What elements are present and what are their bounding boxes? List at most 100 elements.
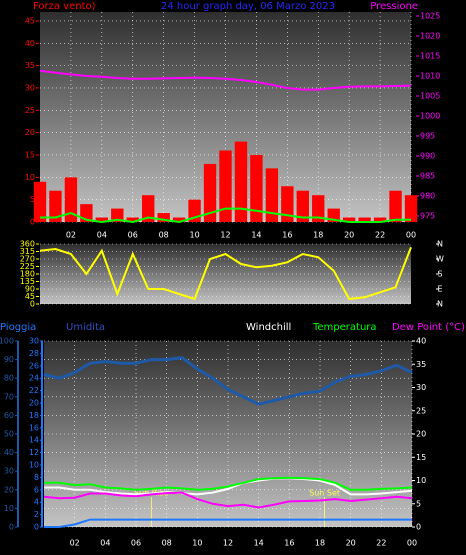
y-tick-label: 26 — [29, 361, 39, 370]
legend-pressure: Pressione — [370, 1, 418, 12]
y-tick-label: 990 — [420, 152, 435, 161]
y-tick-label: 50 — [4, 430, 14, 439]
bar — [312, 195, 325, 222]
y-tick-label: 225 — [20, 262, 35, 271]
y-tick-label: 25 — [416, 406, 426, 415]
y-tick-label: 14 — [29, 436, 39, 445]
chart-title: 24 hour graph day, 06 Marzo 2023 — [161, 1, 335, 12]
y-tick-label: 70 — [4, 392, 14, 401]
x-tick-label: 14 — [251, 231, 261, 240]
legend-dew-point: Dew Point (°C) — [392, 322, 465, 333]
legend-temperature: Temperatura — [312, 322, 377, 333]
series-line — [39, 69, 412, 91]
y-tick-label: 0 — [30, 300, 35, 309]
x-tick-label: 08 — [162, 539, 172, 548]
y-tick-label: 10 — [25, 173, 35, 182]
y-tick-label: 180 — [20, 270, 35, 279]
bar — [296, 190, 309, 222]
series-line — [40, 207, 411, 224]
series-line — [43, 356, 413, 406]
y-tick-label: N — [437, 300, 443, 309]
x-tick-label: 10 — [192, 539, 202, 548]
y-tick-label: 40 — [416, 337, 426, 346]
series-line — [44, 476, 413, 491]
y-tick-label: 5 — [30, 195, 35, 204]
x-tick-label: 18 — [315, 539, 325, 548]
y-tick-label: 975 — [420, 212, 435, 221]
y-tick-label: 360 — [20, 240, 35, 249]
y-tick-label: 22 — [29, 386, 39, 395]
y-tick-label: 1010 — [420, 72, 440, 81]
y-tick-label: 30 — [29, 337, 39, 346]
series-line — [44, 477, 413, 496]
y-tick-label: 135 — [20, 277, 35, 286]
series-line — [44, 518, 412, 528]
y-tick-label: 10 — [416, 476, 426, 485]
y-tick-label: 30 — [416, 383, 426, 392]
y-tick-label: 45 — [25, 16, 35, 25]
y-tick-label: 315 — [20, 247, 35, 256]
bar — [126, 217, 139, 222]
x-tick-label: 22 — [375, 231, 385, 240]
x-tick-label: 00 — [407, 539, 417, 548]
legend-humidity: Umidita — [66, 322, 105, 333]
y-tick-label: 35 — [416, 360, 426, 369]
bar — [219, 150, 232, 222]
y-tick-label: 20 — [29, 399, 39, 408]
bar — [157, 213, 170, 222]
y-tick-label: 8 — [34, 473, 39, 482]
bar — [250, 154, 263, 222]
y-tick-label: 100 — [0, 337, 14, 346]
y-tick-label: 80 — [4, 374, 14, 383]
y-tick-label: 1015 — [420, 52, 440, 61]
x-tick-label: 20 — [346, 539, 356, 548]
x-tick-label: 10 — [189, 231, 199, 240]
bar — [95, 217, 109, 222]
bar — [33, 181, 47, 222]
y-tick-label: 18 — [29, 411, 39, 420]
y-tick-label: 28 — [29, 349, 39, 358]
y-tick-label: 16 — [29, 423, 39, 432]
bar — [281, 186, 294, 222]
y-tick-label: 270 — [20, 255, 35, 264]
x-tick-label: 18 — [313, 231, 323, 240]
y-tick-label: 0 — [416, 523, 421, 532]
x-tick-label: 22 — [376, 539, 386, 548]
bar — [358, 217, 371, 222]
y-tick-label: 45 — [25, 292, 35, 301]
series-line — [39, 246, 412, 301]
x-tick-label: 04 — [97, 231, 107, 240]
bar — [373, 217, 387, 222]
y-tick-label: 35 — [25, 61, 35, 70]
x-tick-label: 00 — [406, 231, 416, 240]
y-tick-label: 980 — [420, 192, 435, 201]
bar — [404, 195, 418, 222]
x-tick-label: 12 — [220, 231, 230, 240]
y-tick-label: 0 — [9, 523, 14, 532]
y-tick-label: 90 — [4, 355, 14, 364]
series-line — [43, 491, 413, 509]
bar — [265, 168, 279, 222]
y-tick-label: 15 — [416, 453, 426, 462]
y-tick-label: 20 — [416, 430, 426, 439]
y-tick-label: 10 — [29, 461, 39, 470]
x-tick-label: 16 — [284, 539, 294, 548]
bar — [64, 177, 78, 222]
y-tick-label: W — [436, 255, 444, 264]
x-tick-label: 20 — [344, 231, 354, 240]
y-tick-label: 30 — [4, 467, 14, 476]
y-tick-label: 25 — [25, 106, 35, 115]
legend-rain: Pioggia — [0, 322, 36, 333]
annotation: Sun Set — [309, 489, 340, 498]
y-tick-label: 2 — [34, 510, 39, 519]
y-tick-label: 1000 — [420, 112, 440, 121]
y-tick-label: 6 — [34, 485, 39, 494]
bar — [49, 190, 62, 222]
y-tick-label: 40 — [25, 39, 35, 48]
y-tick-label: 10 — [4, 504, 14, 513]
y-tick-label: 15 — [25, 150, 35, 159]
x-tick-label: 14 — [254, 539, 264, 548]
bar — [342, 217, 356, 222]
x-tick-label: 02 — [70, 539, 80, 548]
